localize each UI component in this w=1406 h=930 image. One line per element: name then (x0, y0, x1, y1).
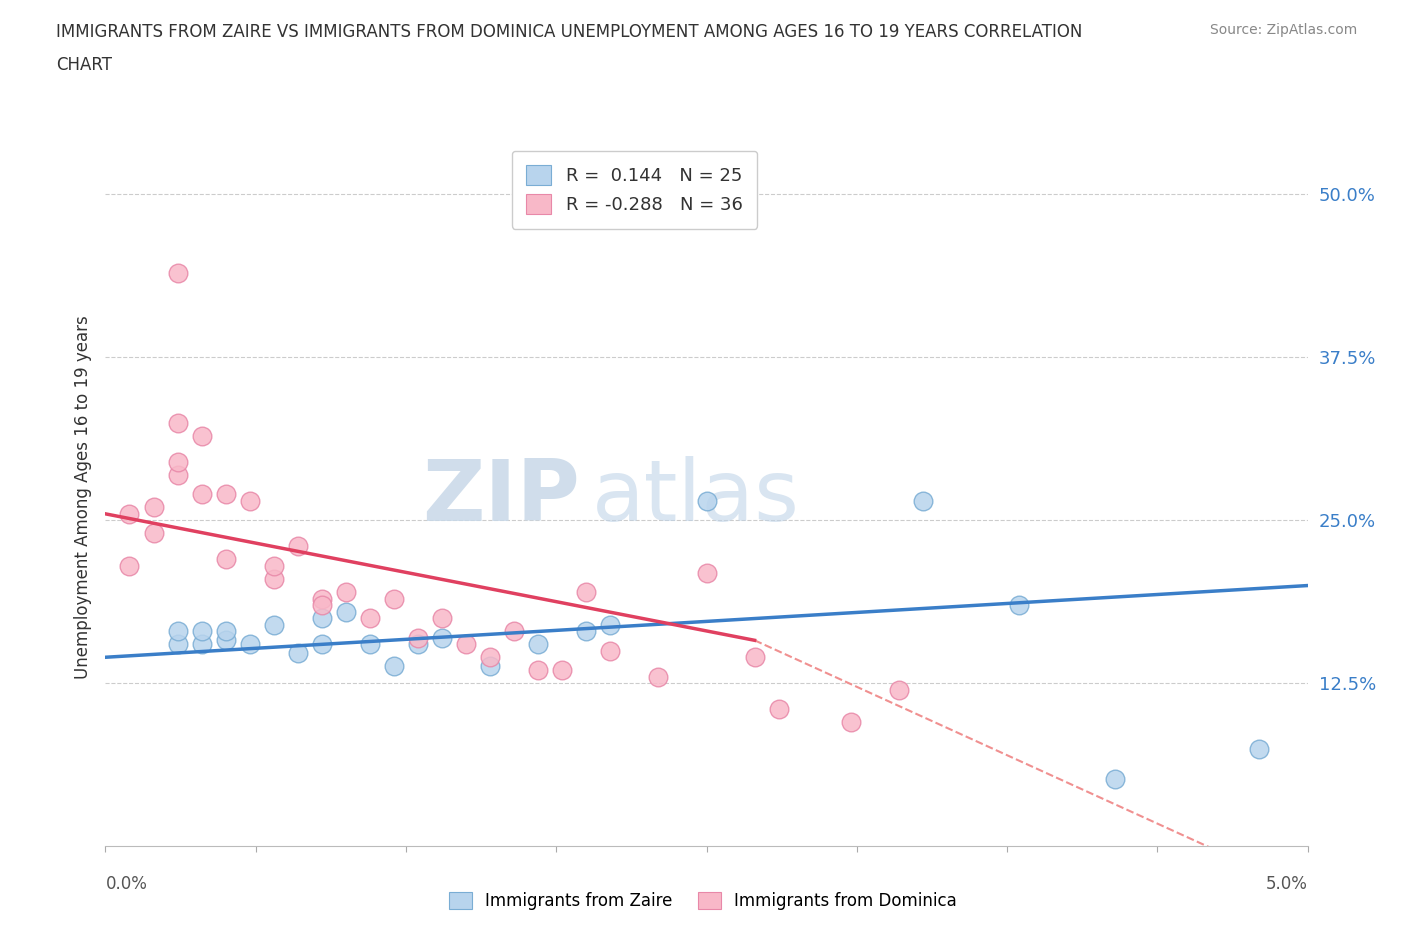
Point (406, 637, 429, 652)
Point (335, 604, 357, 619)
Point (263, 618, 285, 632)
Point (382, 659, 405, 674)
Point (430, 631, 453, 645)
Point (311, 591, 333, 606)
Point (287, 646, 309, 661)
Point (575, 585, 598, 600)
Text: CHART: CHART (56, 56, 112, 73)
Legend: Immigrants from Zaire, Immigrants from Dominica: Immigrants from Zaire, Immigrants from D… (441, 885, 965, 917)
Point (142, 526, 165, 541)
Point (599, 644, 621, 658)
Point (744, 650, 766, 665)
Point (430, 611, 453, 626)
Point (911, 494, 934, 509)
Point (142, 500, 165, 515)
Point (239, 637, 262, 652)
Point (551, 663, 574, 678)
Point (263, 559, 285, 574)
Point (1249, 741, 1271, 756)
Point (599, 618, 621, 632)
Y-axis label: Unemployment Among Ages 16 to 19 years: Unemployment Among Ages 16 to 19 years (73, 315, 91, 680)
Point (359, 637, 381, 652)
Legend: R =  0.144   N = 25, R = -0.288   N = 36: R = 0.144 N = 25, R = -0.288 N = 36 (512, 151, 756, 229)
Point (479, 650, 502, 665)
Point (454, 637, 477, 652)
Text: atlas: atlas (592, 456, 800, 539)
Point (166, 454, 188, 469)
Point (166, 467, 188, 482)
Point (190, 428, 212, 443)
Point (887, 683, 910, 698)
Point (166, 415, 188, 430)
Point (311, 598, 333, 613)
Point (527, 663, 550, 678)
Point (1104, 771, 1126, 786)
Point (696, 565, 718, 580)
Text: Source: ZipAtlas.com: Source: ZipAtlas.com (1209, 23, 1357, 37)
Point (696, 494, 718, 509)
Point (214, 552, 236, 567)
Point (839, 715, 862, 730)
Point (118, 559, 141, 574)
Point (359, 611, 381, 626)
Point (575, 624, 598, 639)
Text: 5.0%: 5.0% (1265, 875, 1308, 893)
Point (311, 611, 333, 626)
Point (214, 624, 236, 639)
Point (311, 637, 333, 652)
Point (335, 585, 357, 600)
Point (190, 624, 212, 639)
Point (382, 591, 405, 606)
Point (118, 507, 141, 522)
Point (647, 670, 669, 684)
Point (406, 631, 429, 645)
Text: ZIP: ZIP (423, 456, 581, 539)
Point (166, 265, 188, 280)
Point (503, 624, 526, 639)
Point (214, 486, 236, 501)
Point (263, 572, 285, 587)
Point (214, 633, 236, 648)
Point (527, 637, 550, 652)
Text: 0.0%: 0.0% (105, 875, 148, 893)
Point (479, 659, 502, 674)
Point (190, 637, 212, 652)
Text: IMMIGRANTS FROM ZAIRE VS IMMIGRANTS FROM DOMINICA UNEMPLOYMENT AMONG AGES 16 TO : IMMIGRANTS FROM ZAIRE VS IMMIGRANTS FROM… (56, 23, 1083, 41)
Point (1008, 598, 1031, 613)
Point (768, 702, 790, 717)
Point (287, 539, 309, 554)
Point (239, 494, 262, 509)
Point (166, 637, 188, 652)
Point (190, 486, 212, 501)
Point (166, 624, 188, 639)
